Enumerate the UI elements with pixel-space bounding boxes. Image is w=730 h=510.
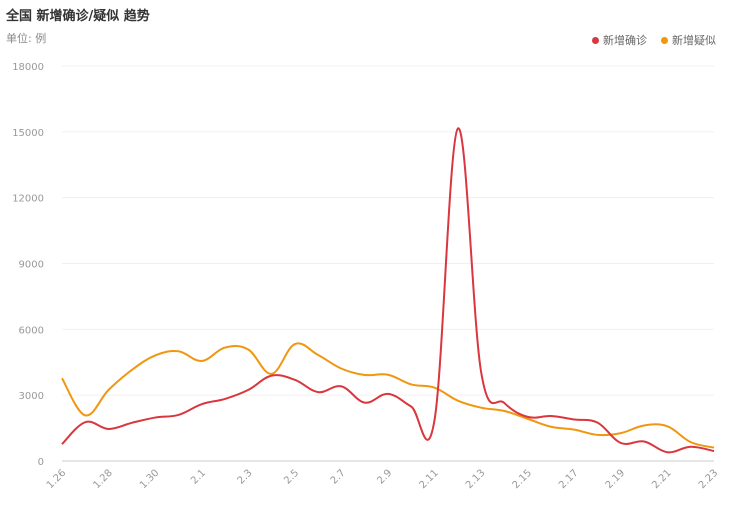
legend-dot-confirmed (592, 36, 599, 44)
y-tick-label: 15000 (12, 128, 44, 139)
x-tick-label: 2.7 (329, 468, 348, 487)
legend: 新增确诊 新增疑似 (592, 32, 716, 48)
legend-item-suspected[interactable]: 新增疑似 (661, 32, 716, 48)
x-tick-label: 2.9 (375, 468, 394, 487)
y-tick-label: 18000 (12, 62, 44, 73)
x-tick-label: 1.30 (138, 468, 162, 492)
y-tick-label: 6000 (19, 325, 44, 336)
x-tick-label: 2.17 (557, 468, 581, 492)
x-tick-label: 2.15 (511, 468, 535, 492)
legend-dot-suspected (661, 36, 668, 44)
y-tick-label: 9000 (19, 260, 44, 271)
x-tick-label: 2.23 (697, 468, 721, 492)
x-tick-label: 2.19 (604, 468, 628, 492)
y-tick-label: 0 (38, 457, 44, 468)
legend-item-confirmed[interactable]: 新增确诊 (592, 32, 647, 48)
x-tick-label: 1.28 (91, 468, 115, 492)
legend-label-suspected: 新增疑似 (672, 34, 716, 47)
series-line-suspected (61, 342, 715, 449)
series-line-confirmed (61, 127, 715, 454)
x-tick-label: 2.3 (236, 468, 255, 487)
x-tick-label: 2.5 (282, 468, 301, 487)
y-tick-label: 3000 (19, 391, 44, 402)
x-tick-label: 2.1 (189, 468, 208, 487)
legend-label-confirmed: 新增确诊 (603, 34, 647, 47)
unit-label: 单位: 例 (6, 32, 47, 45)
x-tick-label: 2.11 (417, 468, 441, 492)
y-tick-label: 12000 (12, 194, 44, 205)
x-tick-label: 2.13 (464, 468, 488, 492)
x-tick-label: 1.26 (45, 468, 69, 492)
x-tick-label: 2.21 (650, 468, 674, 492)
chart-title: 全国 新增确诊/疑似 趋势 (6, 9, 150, 24)
